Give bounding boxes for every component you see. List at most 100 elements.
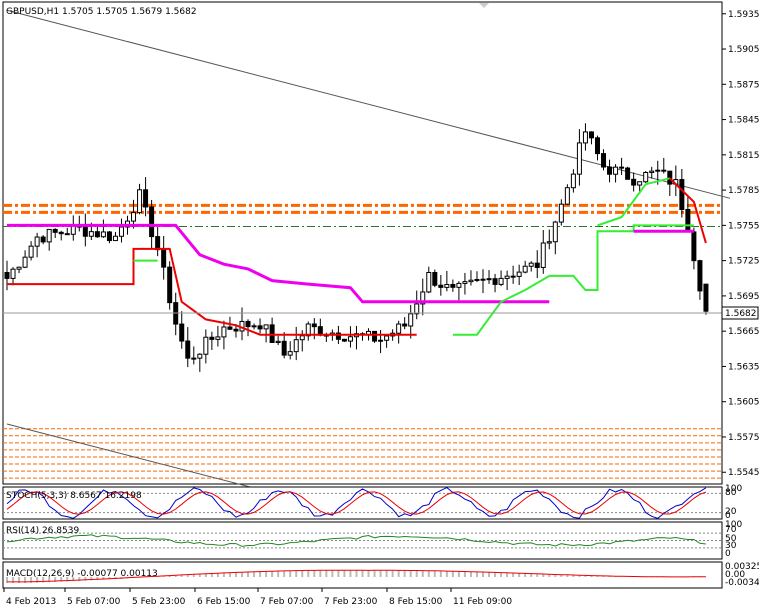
- macd-histogram-bar: [391, 570, 394, 577]
- time-tick-label: 5 Feb 07:00: [67, 597, 121, 607]
- price-tick-label: 1.5545: [728, 468, 759, 478]
- candle-body: [40, 236, 46, 243]
- macd-histogram-bar: [210, 573, 213, 577]
- price-tick-label: 1.5725: [728, 257, 759, 267]
- macd-histogram-bar: [168, 575, 171, 577]
- candle-body: [534, 262, 540, 268]
- price-scale: 1.5935 1.5905 1.5875 1.5845 1.5815 1.5785 1.57…: [722, 10, 759, 478]
- candle-body: [372, 330, 378, 342]
- macd-histogram-bar: [469, 571, 472, 577]
- macd-histogram-bar: [289, 570, 292, 577]
- macd-signal-line: [7, 569, 706, 583]
- macd-histogram-bar: [566, 575, 569, 577]
- stoch-scale-label: 0: [725, 511, 731, 521]
- macd-histogram-bar: [192, 574, 195, 577]
- macd-histogram-bar: [84, 577, 87, 581]
- candle-body: [335, 332, 341, 340]
- candle-body: [643, 171, 649, 183]
- macd-scale-label: 0.00: [725, 570, 745, 580]
- candle-body: [305, 323, 311, 337]
- stoch-scale-label: 100: [725, 484, 742, 494]
- price-tick-label: 1.5845: [728, 116, 759, 126]
- candle-body: [582, 131, 588, 144]
- macd-histogram-bar: [602, 576, 605, 577]
- macd-histogram-bar: [48, 577, 51, 583]
- current-price-label: 1.5682: [725, 309, 757, 319]
- macd-histogram-bar: [301, 570, 304, 577]
- candle-body: [691, 231, 697, 262]
- macd-histogram-bar: [216, 573, 219, 577]
- macd-histogram-bar: [343, 570, 346, 577]
- candle-body: [594, 137, 600, 155]
- candle-body: [522, 265, 528, 273]
- macd-histogram-bar: [234, 572, 237, 577]
- candle-body: [528, 262, 534, 267]
- candle-body: [480, 278, 486, 281]
- candle-body: [287, 351, 293, 356]
- macd-histogram-bar: [24, 577, 27, 583]
- candle-body: [456, 282, 462, 288]
- candle-body: [16, 266, 22, 270]
- macd-histogram-bar: [494, 572, 497, 577]
- candle-body: [251, 325, 257, 328]
- candle-body: [245, 320, 251, 328]
- candle-body: [22, 256, 28, 268]
- stoch-scale-label: 20: [725, 507, 737, 517]
- macd-histogram-bar: [457, 571, 460, 577]
- trend-step-green: [597, 177, 671, 227]
- macd-panel[interactable]: MACD(12,26,9) -0.00077 0.00113 0.003250.…: [2, 561, 759, 589]
- macd-histogram-bar: [506, 572, 509, 577]
- time-tick-label: 11 Feb 09:00: [453, 597, 512, 607]
- candle-body: [601, 153, 607, 168]
- macd-histogram-bar: [463, 571, 466, 577]
- macd-histogram-bar: [608, 576, 611, 577]
- rsi-scale-label: 70: [725, 525, 737, 535]
- macd-histogram-bar: [488, 572, 491, 577]
- macd-histogram-bar: [253, 571, 256, 577]
- candle-body: [131, 212, 137, 222]
- candle-body: [118, 226, 124, 237]
- macd-histogram-bar: [421, 570, 424, 577]
- candle-body: [281, 340, 287, 356]
- macd-histogram-bar: [325, 570, 328, 577]
- candle-body: [408, 313, 414, 327]
- macd-histogram-bar: [174, 575, 177, 577]
- candle-body: [215, 336, 221, 340]
- macd-histogram-bar: [337, 570, 340, 577]
- candle-body: [4, 272, 10, 279]
- candle-body: [685, 208, 691, 233]
- macd-histogram-bar: [397, 570, 400, 577]
- candle-body: [197, 353, 203, 359]
- trend-step-green: [452, 224, 694, 336]
- price-tick-label: 1.5755: [728, 221, 759, 231]
- macd-histogram-bar: [90, 577, 93, 581]
- candle-body: [257, 325, 263, 330]
- macd-histogram-bar: [228, 572, 231, 577]
- candle-body: [649, 170, 655, 173]
- price-tick-label: 1.5665: [728, 327, 759, 337]
- candle-body: [52, 228, 58, 233]
- candle-body: [28, 245, 34, 258]
- macd-histogram-bar: [542, 574, 545, 577]
- main-panel[interactable]: GBPUSD,H1 1.5705 1.5705 1.5679 1.5682: [2, 1, 731, 497]
- candle-body: [70, 225, 76, 235]
- candle-body: [221, 326, 227, 338]
- candle-body: [492, 278, 498, 285]
- macd-histogram-bar: [379, 570, 382, 577]
- macd-histogram-bar: [500, 572, 503, 577]
- price-tick-label: 1.5605: [728, 398, 759, 408]
- macd-histogram-bar: [12, 577, 15, 583]
- time-tick-label: 7 Feb 23:00: [324, 597, 378, 607]
- candle-body: [64, 233, 70, 236]
- macd-histogram-bar: [451, 571, 454, 577]
- macd-histogram-bar: [186, 574, 189, 577]
- candle-body: [703, 283, 709, 312]
- shift-marker-icon[interactable]: [479, 3, 489, 8]
- candle-body: [311, 323, 317, 328]
- candle-body: [625, 167, 631, 180]
